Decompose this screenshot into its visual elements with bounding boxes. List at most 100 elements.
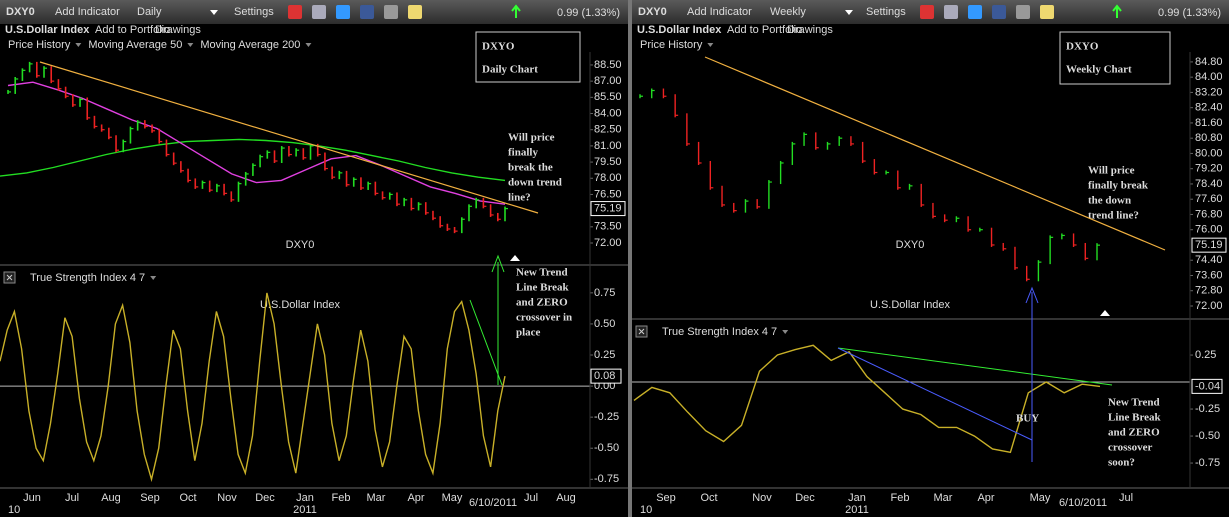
price-bar <box>252 163 256 176</box>
x-tick-label: Feb <box>891 492 910 504</box>
annotation: the down <box>1088 195 1131 207</box>
toolbar-icon[interactable] <box>1040 5 1054 19</box>
drawings-link[interactable]: Drawings <box>155 24 201 36</box>
y-tick-label: 76.80 <box>1195 208 1223 220</box>
y-tick-label: 78.40 <box>1195 178 1223 190</box>
toolbar-icon[interactable] <box>1016 5 1030 19</box>
x-tick-label: Aug <box>556 492 576 504</box>
period-select[interactable]: Daily <box>137 6 162 18</box>
annotation: trend line? <box>1088 210 1139 222</box>
legend-entry[interactable]: Price History <box>8 39 71 51</box>
indicator-label[interactable]: True Strength Index 4 7 <box>30 272 145 284</box>
x-tick-label: Jul <box>1119 492 1133 504</box>
y-tick-label: 72.00 <box>1195 300 1223 312</box>
toolbar-icon[interactable] <box>992 5 1006 19</box>
price-bar <box>686 113 690 146</box>
dropdown-arrow <box>845 10 853 15</box>
price-bar <box>165 139 170 157</box>
year-label: 2011 <box>293 504 317 516</box>
price-bar <box>324 152 328 171</box>
price-bar <box>932 202 936 219</box>
price-bar <box>230 191 235 202</box>
price-bar <box>388 192 393 200</box>
price-bar <box>129 126 134 144</box>
price-bar <box>873 159 878 175</box>
x-tick-label: Jul <box>65 492 79 504</box>
price-bar <box>244 171 249 186</box>
settings-button[interactable]: Settings <box>234 6 274 18</box>
add-indicator-button[interactable]: Add Indicator <box>687 6 752 18</box>
toolbar-icon[interactable] <box>968 5 982 19</box>
symbol-name: U.S.Dollar Index <box>5 24 90 36</box>
last-price-label: 75.19 <box>594 202 622 214</box>
add-to-portfolio-link[interactable]: Add to Portfolio <box>95 24 170 36</box>
tsi-annotation: Line Break <box>1108 412 1162 424</box>
price-bar <box>432 210 436 221</box>
y-tick-label: 80.00 <box>1195 147 1223 159</box>
price-bar <box>14 76 19 94</box>
legend-dropdown <box>305 43 312 47</box>
price-bar <box>122 139 127 153</box>
chart-subtitle: Weekly Chart <box>1066 64 1132 76</box>
y-tick-label: 73.50 <box>594 221 622 233</box>
legend-entry[interactable]: Price History <box>640 39 703 51</box>
price-bar <box>1049 235 1054 265</box>
add-to-portfolio-link[interactable]: Add to Portfolio <box>727 24 802 36</box>
price-bar <box>100 124 105 132</box>
settings-button[interactable]: Settings <box>866 6 906 18</box>
toolbar-icon[interactable] <box>360 5 374 19</box>
y-tick-label: 0.25 <box>1195 349 1216 361</box>
y-tick-label: -0.50 <box>1195 430 1220 442</box>
price-bar <box>651 88 655 99</box>
price-bar <box>280 146 285 163</box>
toolbar-icon[interactable] <box>288 5 302 19</box>
x-tick-label: Feb <box>332 492 351 504</box>
price-bar <box>194 178 199 189</box>
price-bar <box>1072 233 1077 247</box>
tsi-trend-line <box>469 299 503 386</box>
symbol-input[interactable]: DXY0 <box>6 6 35 18</box>
price-bar <box>791 141 796 165</box>
x-tick-label: Oct <box>700 492 717 504</box>
price-bar <box>295 148 300 157</box>
moving-average-200 <box>0 138 506 182</box>
price-bar <box>302 148 307 160</box>
toolbar-icon[interactable] <box>944 5 958 19</box>
price-bar <box>943 214 948 223</box>
toolbar-icon[interactable] <box>920 5 934 19</box>
toolbar-icon[interactable] <box>384 5 398 19</box>
price-bar <box>439 216 444 228</box>
tsi-annotation: crossover <box>1108 442 1153 454</box>
symbol-input[interactable]: DXY0 <box>638 6 667 18</box>
price-bar <box>115 135 120 153</box>
y-tick-label: 82.50 <box>594 124 622 136</box>
title-box <box>475 31 581 83</box>
trend-line <box>704 56 1166 251</box>
watermark-subtitle: U.S.Dollar Index <box>870 299 951 311</box>
y-tick-label: 84.00 <box>1195 71 1223 83</box>
marker <box>510 255 520 261</box>
toolbar-icon[interactable] <box>312 5 326 19</box>
price-bar <box>1014 246 1018 270</box>
add-indicator-button[interactable]: Add Indicator <box>55 6 120 18</box>
x-tick-label: 6/10/2011 <box>469 497 517 509</box>
drawings-link[interactable]: Drawings <box>787 24 833 36</box>
last-tsi-box <box>590 368 622 384</box>
price-bar <box>709 160 714 190</box>
toolbar-icon[interactable] <box>408 5 422 19</box>
indicator-label[interactable]: True Strength Index 4 7 <box>662 326 777 338</box>
price-bar <box>158 128 163 144</box>
price-bar <box>850 136 854 146</box>
last-price-box <box>590 201 626 217</box>
price-bar <box>1096 243 1100 261</box>
annotation: down trend <box>508 177 562 189</box>
price-bar <box>475 197 480 209</box>
period-select[interactable]: Weekly <box>770 6 806 18</box>
price-bar <box>208 180 213 193</box>
legend-entry[interactable]: Moving Average 200 <box>200 39 300 51</box>
divider <box>628 0 632 517</box>
toolbar-icon[interactable] <box>336 5 350 19</box>
legend-entry[interactable]: Moving Average 50 <box>88 39 182 51</box>
y-tick-label: 87.00 <box>594 75 622 87</box>
price-bar <box>768 180 772 209</box>
